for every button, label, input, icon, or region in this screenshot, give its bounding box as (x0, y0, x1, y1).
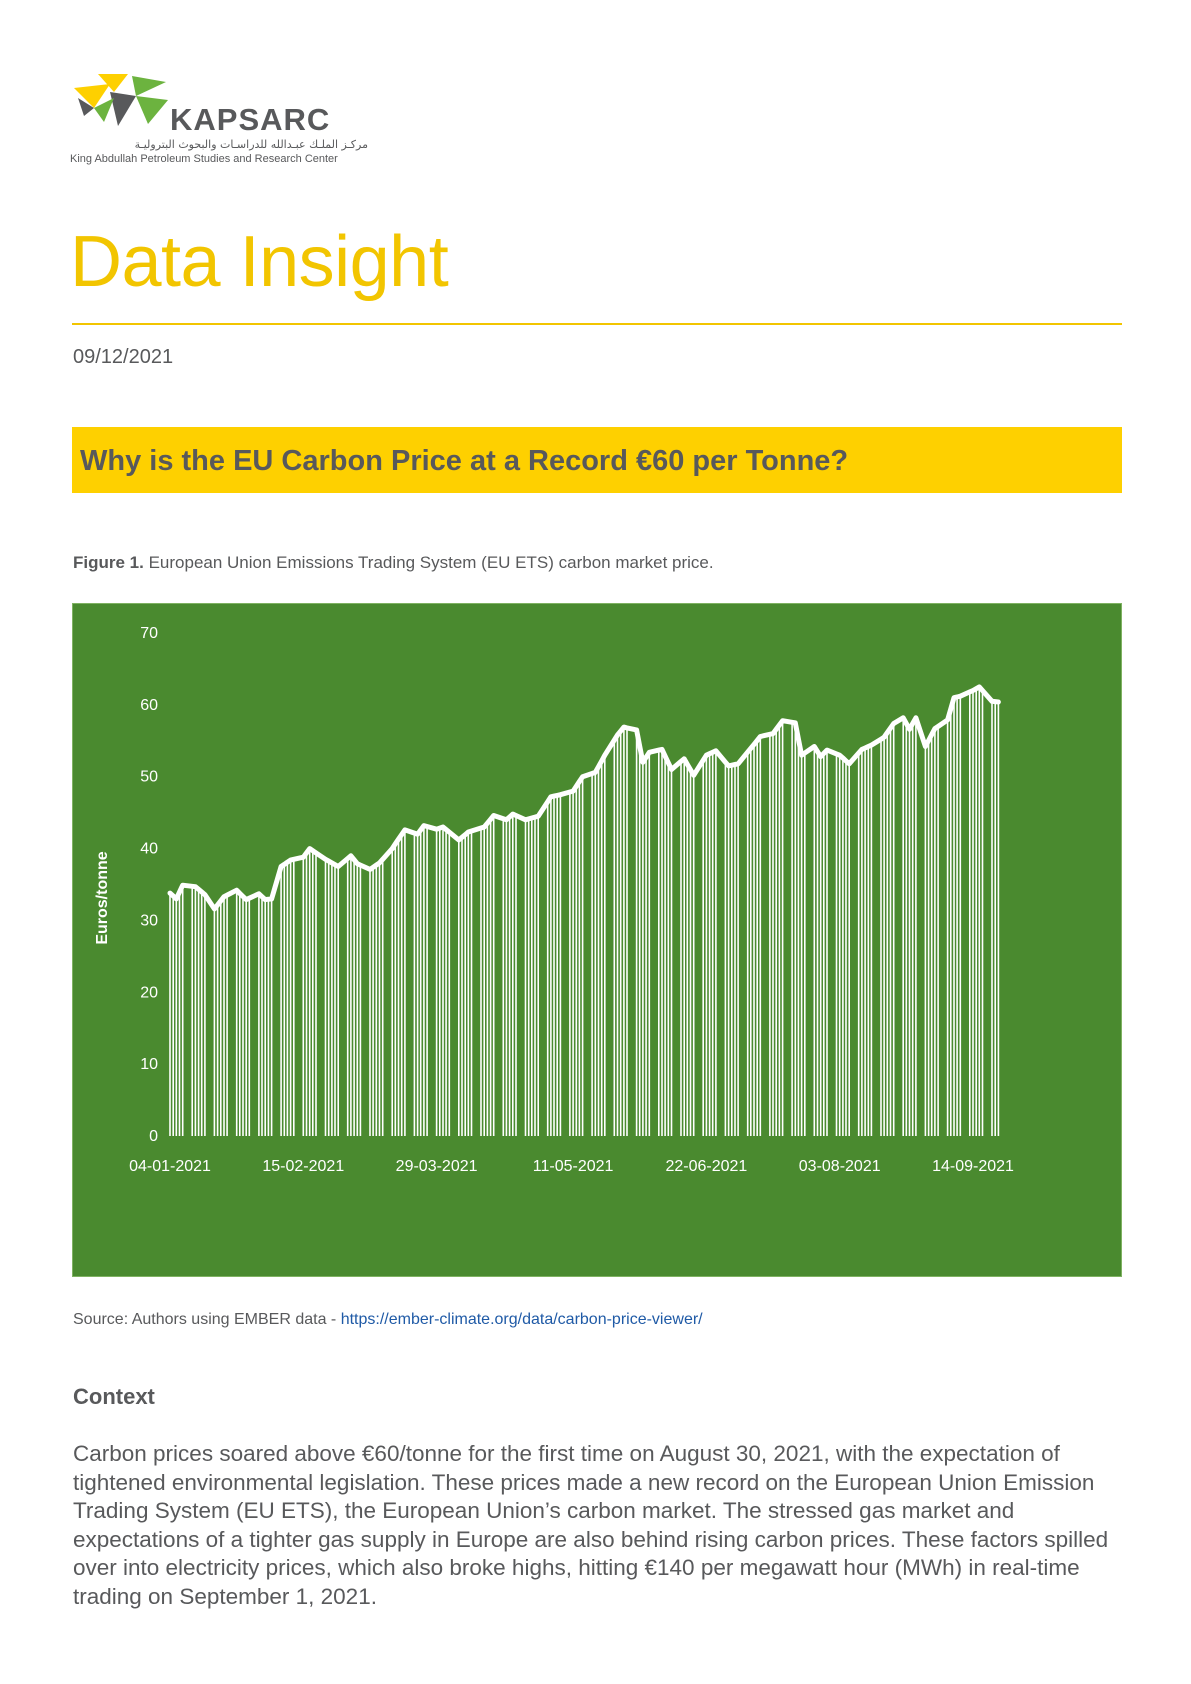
x-tick-label: 29-03-2021 (396, 1158, 478, 1175)
logo-english-name: King Abdullah Petroleum Studies and Rese… (70, 153, 338, 165)
y-tick-label: 70 (140, 625, 158, 642)
x-tick-label: 04-01-2021 (129, 1158, 211, 1175)
source-prefix: Source: Authors using EMBER data - (73, 1311, 341, 1328)
y-tick-label: 50 (140, 769, 158, 786)
context-heading: Context (73, 1384, 155, 1409)
y-tick-label: 20 (140, 984, 158, 1001)
source-link[interactable]: https://ember-climate.org/data/carbon-pr… (340, 1311, 703, 1328)
figure-source: Source: Authors using EMBER data - https… (73, 1311, 703, 1329)
x-tick-label: 14-09-2021 (932, 1158, 1014, 1175)
y-tick-label: 10 (140, 1056, 158, 1073)
document-type-title: Data Insight (70, 222, 449, 302)
headline: Why is the EU Carbon Price at a Record €… (80, 445, 849, 477)
figure-caption: Figure 1. European Union Emissions Tradi… (73, 553, 714, 573)
y-tick-label: 40 (140, 841, 158, 858)
figure-label: Figure 1. (73, 553, 144, 572)
y-tick-label: 30 (140, 912, 158, 929)
context-paragraph: Carbon prices soared above €60/tonne for… (73, 1441, 1109, 1609)
x-tick-label: 15-02-2021 (262, 1158, 344, 1175)
y-tick-label: 0 (149, 1128, 158, 1145)
price-line (167, 684, 1001, 912)
x-tick-label: 22-06-2021 (665, 1158, 747, 1175)
kapsarc-logo: KAPSARC مركـز الملـك عبـدالله للدراسـات … (70, 70, 370, 170)
y-axis-label: Euros/tonne (94, 851, 111, 944)
y-tick-label: 60 (140, 697, 158, 714)
headline-banner: Why is the EU Carbon Price at a Record €… (72, 427, 1122, 493)
logo-wordmark: KAPSARC (170, 102, 331, 137)
document-date: 09/12/2021 (73, 346, 174, 368)
x-tick-label: 03-08-2021 (799, 1158, 881, 1175)
carbon-price-chart: 0 10 20 30 40 50 60 70 Euros/tonne 04-01-2021 15-0… (72, 603, 1122, 1277)
logo-arabic-name: مركـز الملـك عبـدالله للدراسـات والبحوث … (134, 138, 368, 151)
x-tick-label: 11-05-2021 (533, 1158, 614, 1175)
chart-canvas: 0 10 20 30 40 50 60 70 Euros/tonne 04-01-2021 15-0… (94, 625, 1014, 1175)
title-divider (72, 323, 1122, 325)
figure-caption-text: European Union Emissions Trading System … (143, 553, 714, 572)
kapsarc-star-icon (74, 74, 168, 126)
